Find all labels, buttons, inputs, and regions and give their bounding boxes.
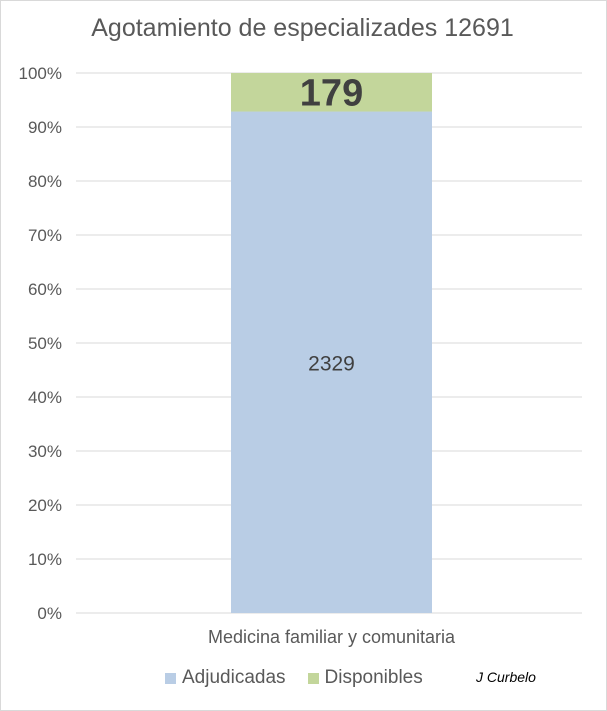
y-tick-label: 90% [28,118,62,137]
data-label-disponibles: 179 [300,72,363,114]
chart-legend: Adjudicadas Disponibles [165,667,445,689]
author-credit: J Curbelo [476,669,536,685]
y-tick-label: 30% [28,442,62,461]
y-tick-label: 50% [28,334,62,353]
chart-title: Agotamiento de especializades 12691 [91,14,514,42]
y-tick-label: 60% [28,280,62,299]
y-tick-label: 40% [28,388,62,407]
y-tick-label: 0% [37,604,62,623]
bar-segment-adjudicadas [231,111,432,613]
y-tick-label: 70% [28,226,62,245]
x-category-label: Medicina familiar y comunitaria [208,627,456,647]
y-tick-label: 80% [28,172,62,191]
bar-segment-disponibles [231,73,432,112]
legend-label-adjudicadas: Adjudicadas [182,667,286,688]
legend-label-disponibles: Disponibles [324,667,423,688]
data-label-adjudicadas: 2329 [308,352,355,375]
y-tick-label: 100% [19,64,62,83]
legend-swatch-adjudicadas [165,672,176,684]
y-tick-label: 10% [28,550,62,569]
legend-item-disponibles: Disponibles [307,667,423,689]
legend-swatch-disponibles [307,672,319,684]
legend-item-adjudicadas: Adjudicadas [165,667,286,689]
y-tick-label: 20% [28,496,62,515]
